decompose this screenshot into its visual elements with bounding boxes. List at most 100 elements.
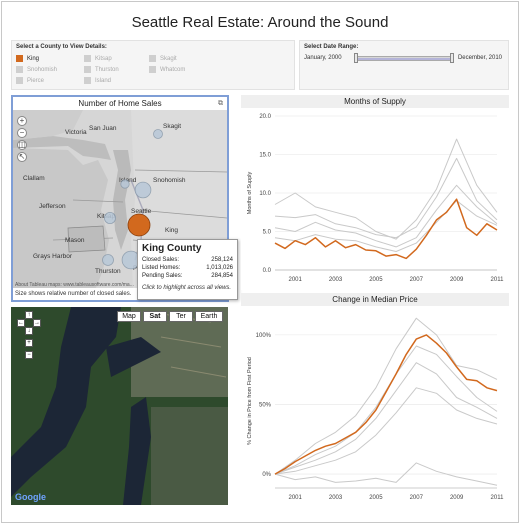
legend-swatch [84,77,91,84]
tooltip-title: King County [142,243,202,254]
x-tick-label: 2009 [450,495,464,501]
map-label-jefferson: Jefferson [39,203,66,210]
pan-up-icon[interactable]: ↑ [25,311,33,319]
months-of-supply-panel: Months of Supply 0.0 5.0 10.0 15.0 20.0 2001 2… [241,95,509,290]
map-popout-icon[interactable]: ⧉ [218,100,223,107]
chart-title: Months of Supply [241,95,509,108]
king-county-tooltip: King County Closed Sales: 258,124 Listed … [137,239,238,300]
date-range-end-handle[interactable] [450,53,454,63]
series-line-other[interactable] [274,362,498,475]
map-select-button[interactable]: ↖ [17,152,27,162]
map-label-clallam: Clallam [23,175,45,182]
tab-ter[interactable]: Ter [169,311,193,322]
map-label-san-juan: San Juan [89,125,117,132]
legend-swatch [16,66,23,73]
y-axis-label: Months of Supply [247,172,253,215]
x-tick-label: 2001 [289,495,303,501]
legend-item-kitsap[interactable]: Kitsap [84,54,112,63]
map-mark-king[interactable] [127,213,151,237]
tooltip-row: Closed Sales: 258,124 [142,257,233,263]
legend-swatch [84,66,91,73]
y-tick-label: 15.0 [259,153,271,159]
series-line-other[interactable] [274,138,498,240]
date-range-start-handle[interactable] [354,53,358,63]
map-label-skagit: Skagit [163,123,181,130]
map-pan-button[interactable]: ◫ [17,140,27,150]
map-mark-skagit[interactable] [153,129,163,139]
map-label-seattle: Seattle [131,208,152,215]
series-line-other[interactable] [274,157,498,239]
legend-item-whatcom[interactable]: Whatcom [149,65,185,74]
water-channel [123,397,151,505]
google-logo: Google [15,492,46,502]
series-line-other[interactable] [274,387,498,475]
x-tick-label: 2011 [491,495,505,501]
map-zoom-out-button[interactable]: − [17,128,27,138]
x-tick-label: 2003 [329,277,343,283]
legend-swatch [149,55,156,62]
date-range-filter: Select Date Range: January, 2000 Decembe… [299,40,509,90]
series-line-other[interactable] [274,462,498,486]
series-line-king[interactable] [274,198,498,260]
map-label-thurston: Thurston [95,268,121,275]
page-title: Seattle Real Estate: Around the Sound [131,14,389,31]
date-range-title: Select Date Range: [304,44,359,50]
months-of-supply-chart[interactable]: 0.0 5.0 10.0 15.0 20.0 2001 2003 2005 2007 2009 20… [241,108,509,290]
chart-title: Change in Median Price [241,293,509,306]
home-sales-map-panel: Number of Home Sales Victoria San Juan Ska… [11,95,229,302]
y-tick-label: 0.0 [263,268,272,274]
date-range-slider-fill [356,58,452,60]
map-mark-snohomish[interactable] [134,181,152,199]
county-legend: Select a County to View Details: King Ki… [11,40,295,90]
satellite-imagery: Google [11,307,228,505]
median-price-panel: Change in Median Price 0% 50% 100% 2001 2003… [241,293,509,508]
legend-item-island[interactable]: Island [84,76,111,85]
median-price-chart[interactable]: 0% 50% 100% 2001 2003 2005 2007 2009 2011 % Chang… [241,306,509,508]
map-zoom-in-button[interactable]: + [17,116,27,126]
legend-item-thurston[interactable]: Thurston [84,65,119,74]
satellite-map[interactable]: Google Map Sat Ter Earth ↑ ← → ↓ + − [11,307,228,505]
zoom-in-icon[interactable]: + [25,339,33,347]
pan-left-icon[interactable]: ← [17,319,25,327]
map-mark-thurston[interactable] [102,254,114,266]
series-line-other[interactable] [274,317,498,475]
y-tick-label: 10.0 [259,191,271,197]
tab-map[interactable]: Map [117,311,141,322]
zoom-out-icon[interactable]: − [25,351,33,359]
pan-down-icon[interactable]: ↓ [25,327,33,335]
map-label-snohomish: Snohomish [153,177,186,184]
x-tick-label: 2003 [329,495,343,501]
map-panel-title: Number of Home Sales [13,97,227,110]
legend-swatch [149,66,156,73]
series-line-king[interactable] [274,334,498,475]
tab-earth[interactable]: Earth [195,311,223,322]
map-mark-kitsap[interactable] [104,212,117,225]
legend-item-pierce[interactable]: Pierce [16,76,44,85]
tooltip-row: Pending Sales: 284,854 [142,273,233,279]
tab-sat[interactable]: Sat [143,311,167,322]
x-tick-label: 2011 [491,277,505,283]
map-label-king: King [165,227,178,234]
map-attribution: About Tableau maps: www.tableausoftware.… [15,282,134,288]
y-tick-label: 100% [256,333,272,339]
y-axis-label: % Change in Price from First Period [247,357,253,445]
x-tick-label: 2009 [450,277,464,283]
legend-swatch [84,55,91,62]
tooltip-row: Listed Homes: 1,013,026 [142,265,233,271]
olympic-peninsula [13,148,109,290]
strait-of-juan-de-fuca [13,136,111,160]
puget-sound [113,150,131,250]
legend-item-snohomish[interactable]: Snohomish [16,65,57,74]
legend-swatch [16,77,23,84]
series-line-other[interactable] [274,184,498,248]
pan-right-icon[interactable]: → [33,319,41,327]
x-tick-label: 2005 [369,277,383,283]
county-legend-title: Select a County to View Details: [16,44,107,50]
legend-item-king[interactable]: King [16,54,39,63]
y-tick-label: 5.0 [263,230,272,236]
map-label-grays-harbor: Grays Harbor [33,253,73,260]
series-line-other[interactable] [274,200,498,252]
map-mark-island[interactable] [120,179,130,189]
legend-item-skagit[interactable]: Skagit [149,54,177,63]
